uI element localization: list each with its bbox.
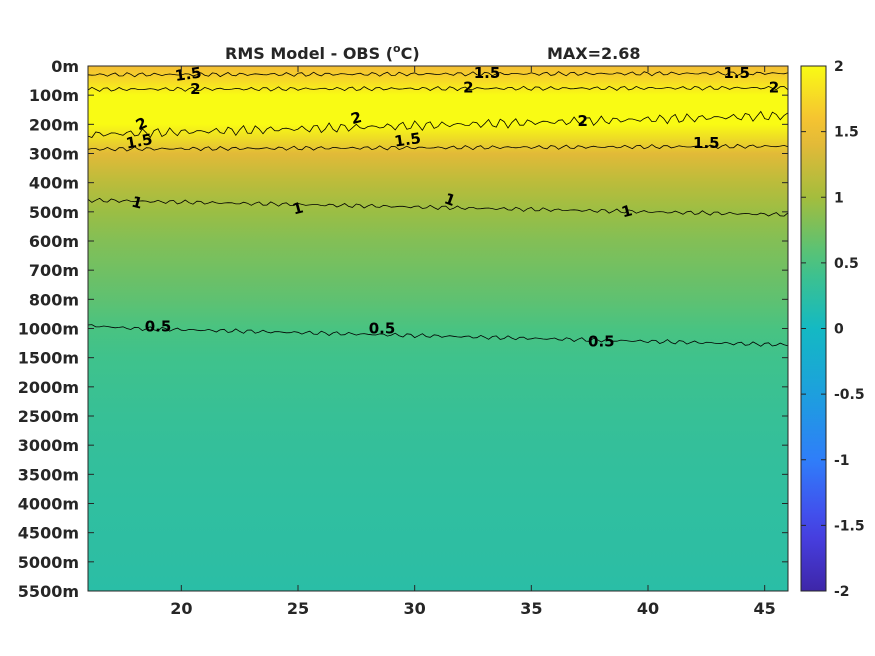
y-tick-label: 800m (29, 290, 79, 309)
y-tick-label: 0m (51, 57, 79, 76)
x-tick-label: 20 (170, 599, 192, 618)
plot-area: 1.5 1.5 1.52 2 22 2 21.5 1.5 1.51 1 110.5 0.50.5 20… (18, 57, 789, 618)
x-tick-label: 35 (520, 599, 542, 618)
y-tick-label: 200m (29, 115, 79, 134)
contour-label: 1.5 (474, 64, 501, 82)
contour-line-1 (87, 197, 789, 217)
y-tick-label: 2000m (18, 378, 79, 397)
y-tick-label: 4000m (18, 495, 79, 514)
y-tick-label: 100m (29, 86, 79, 105)
contour-line-1-5 (87, 143, 789, 152)
title-unit-tail: C) (401, 44, 420, 63)
colorbar-ticks: 2 1.5 1 0.5 0 -0.5 -1 -1.5 -2 (801, 59, 865, 600)
y-tick-label: 3500m (18, 465, 79, 484)
colorbar-tick-label: -1 (834, 453, 850, 469)
colorbar-tick-label: -1.5 (834, 518, 865, 534)
contour-line-0-5 (87, 324, 789, 347)
contour-label: 2 (769, 78, 779, 96)
contour-label: 2 (463, 78, 473, 96)
y-tick-label: 5000m (18, 553, 79, 572)
y-tick-label: 300m (29, 145, 79, 164)
contour-label: 1 (620, 201, 635, 221)
y-tick-label: 1000m (18, 320, 79, 339)
x-tick-label: 30 (404, 599, 426, 618)
contour-label: 1.5 (693, 134, 720, 152)
y-tick-label: 2500m (18, 407, 79, 426)
contour-label: 2 (349, 108, 364, 128)
colorbar: 2 1.5 1 0.5 0 -0.5 -1 -1.5 -2 (800, 59, 865, 600)
colorbar-tick-label: -0.5 (834, 387, 865, 403)
colorbar-tick-label: 1.5 (834, 125, 859, 141)
contour-label: 2 (190, 80, 200, 98)
contour-label: 2 (577, 112, 587, 130)
contour-lines (87, 70, 789, 347)
y-tick-label: 600m (29, 232, 79, 251)
contour-label: 1.5 (125, 130, 154, 152)
y-tick-label: 3000m (18, 436, 79, 455)
chart-title: RMS Model - OBS (oC) (225, 42, 420, 63)
y-tick-label: 500m (29, 203, 79, 222)
contour-label: 0.5 (145, 318, 172, 336)
y-axis-ticks: 0m 100m 200m 300m 400m 500m 600m 700m 800m 1000m 1… (18, 57, 788, 601)
x-tick-label: 25 (287, 599, 309, 618)
contour-label: 0.5 (588, 332, 615, 350)
contour-labels: 1.5 1.5 1.52 2 22 2 21.5 1.5 1.51 1 110.5 0.50.5 (125, 63, 780, 350)
contour-line-1-5 (87, 70, 789, 78)
contour-line-2 (87, 110, 789, 139)
rms-field (88, 66, 788, 591)
y-tick-label: 400m (29, 174, 79, 193)
colorbar-tick-label: 2 (834, 59, 844, 75)
x-tick-label: 45 (754, 599, 776, 618)
colorbar-tick-label: 0.5 (834, 256, 859, 272)
x-axis-ticks: 20 25 30 35 40 45 (170, 66, 776, 618)
max-label: MAX=2.68 (547, 44, 641, 63)
colorbar-tick-label: 1 (834, 190, 844, 206)
y-tick-label: 4500m (18, 524, 79, 543)
contour-label: 1 (130, 193, 145, 213)
y-tick-label: 5500m (18, 582, 79, 601)
colorbar-tick-label: -2 (834, 584, 850, 600)
title-unit-superscript: o (393, 42, 401, 55)
contour-label: 1 (291, 198, 306, 218)
contour-line-2 (87, 85, 789, 92)
y-tick-label: 1500m (18, 349, 79, 368)
y-tick-label: 700m (29, 261, 79, 280)
x-tick-label: 40 (637, 599, 659, 618)
contour-label: 1.5 (723, 64, 750, 82)
contour-label: 0.5 (369, 320, 396, 338)
contour-label: 1.5 (393, 129, 422, 151)
colorbar-tick-label: 0 (834, 322, 844, 338)
